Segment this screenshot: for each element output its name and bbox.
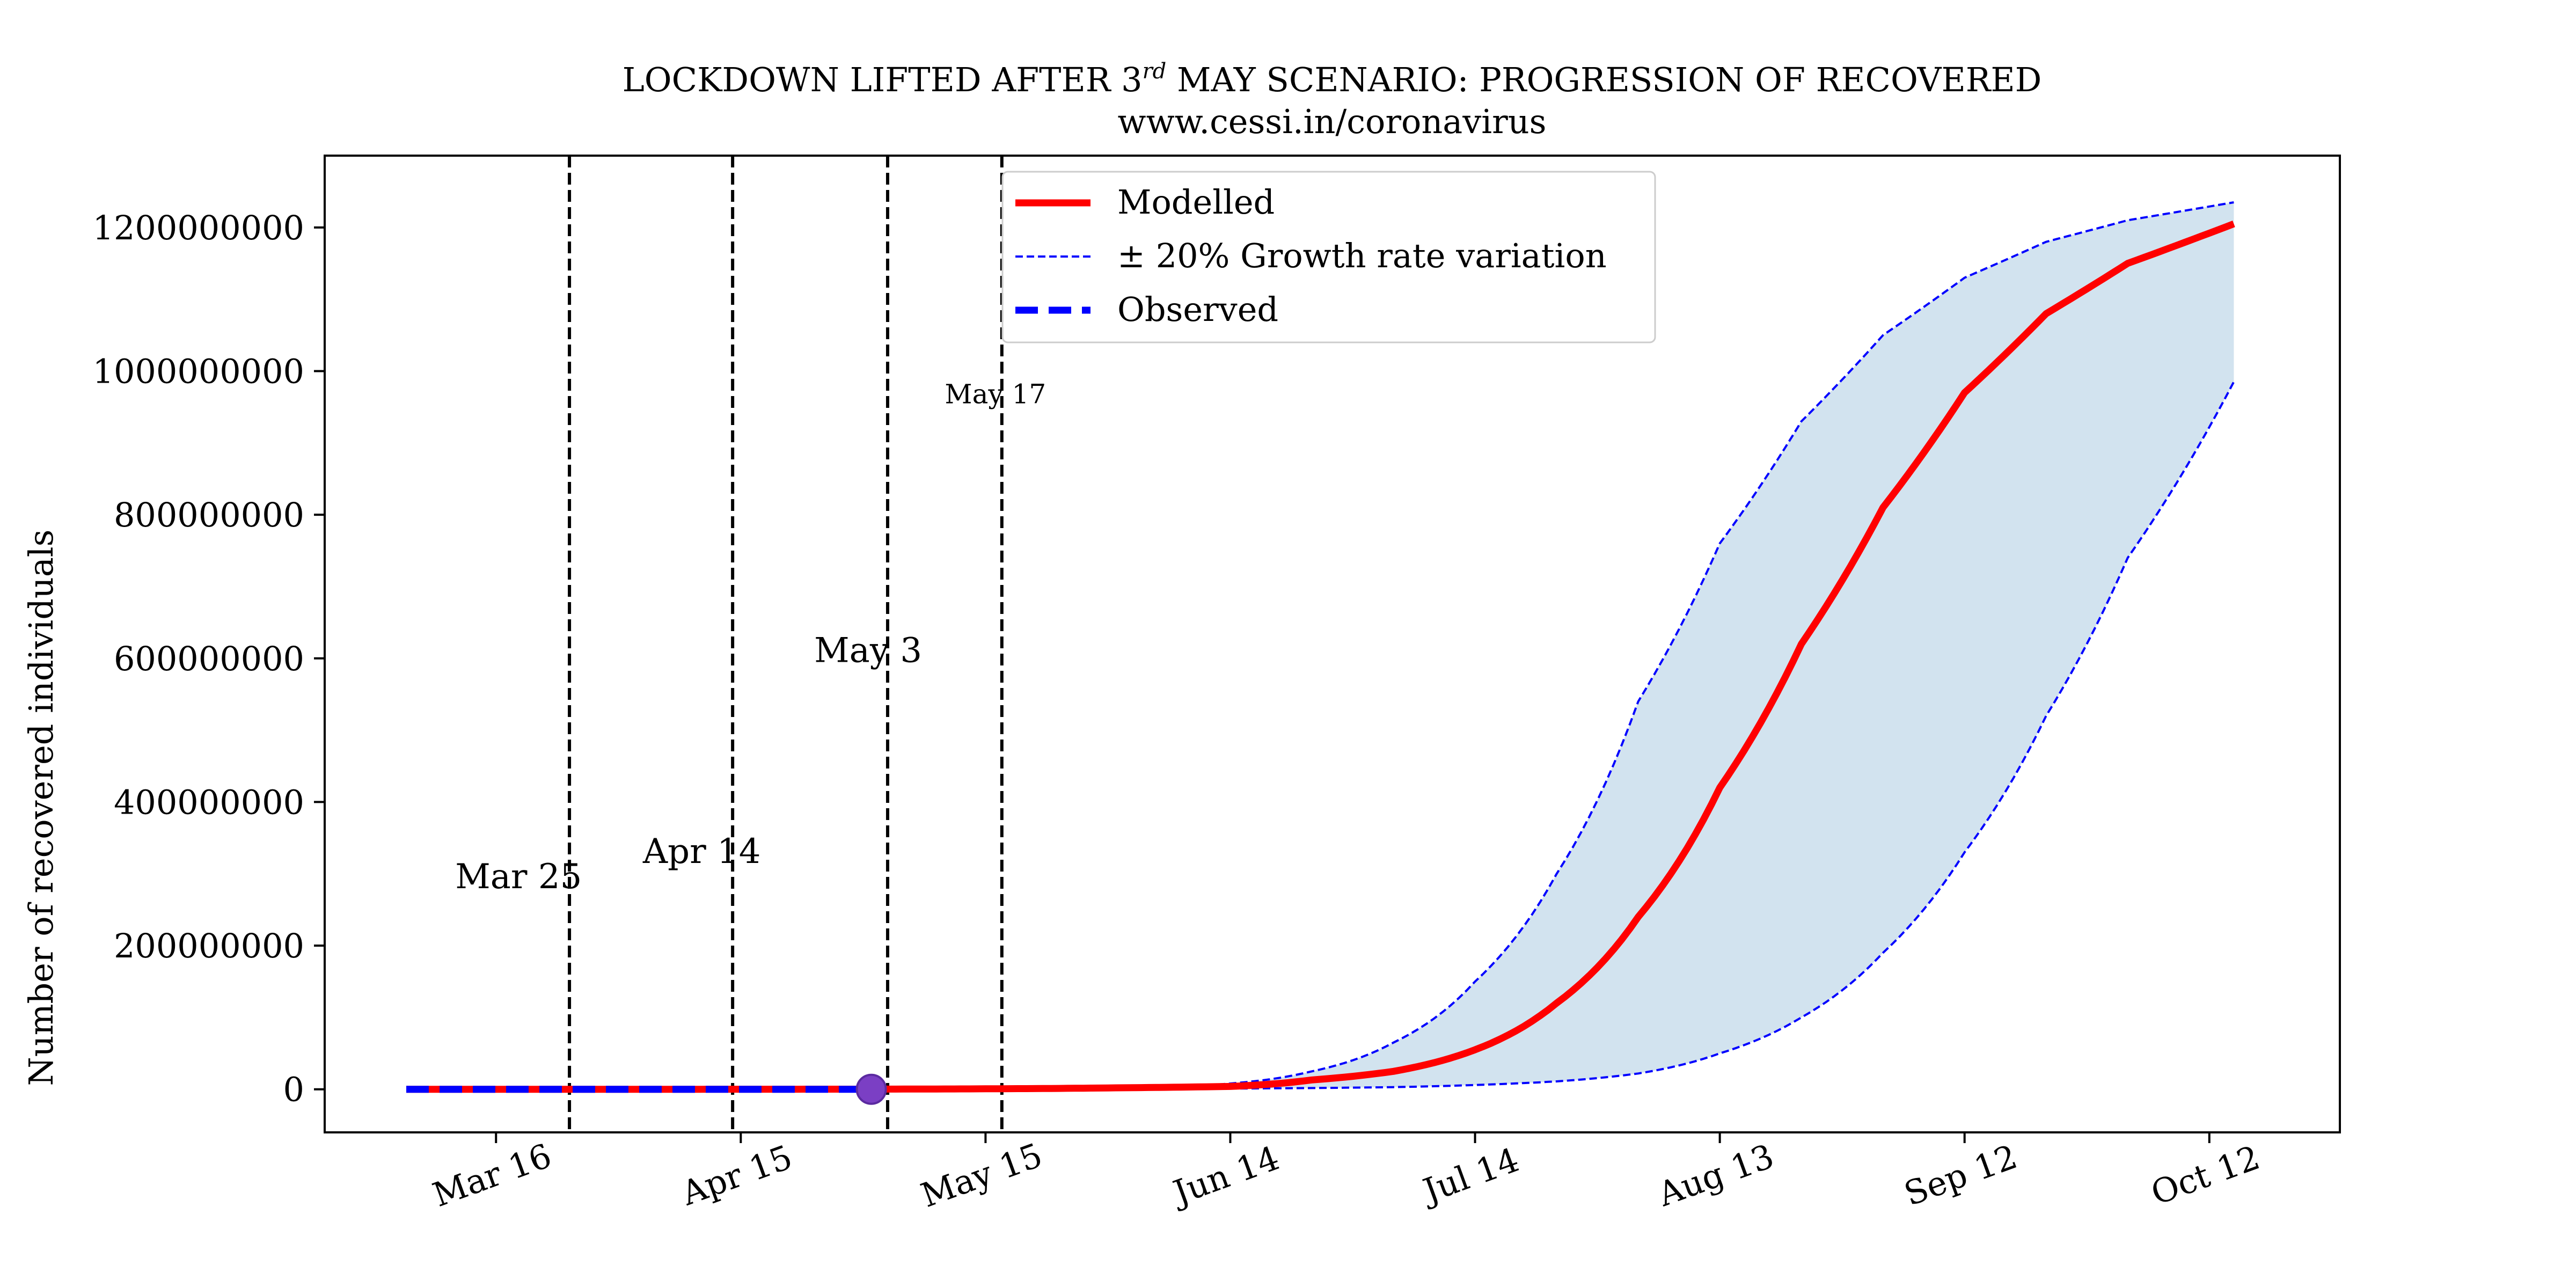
y-axis-label: Number of recovered individuals — [21, 530, 61, 1086]
y-tick-label-1: 200000000 — [114, 926, 304, 965]
event-label-0: Mar 25 — [455, 857, 582, 897]
current-day-marker — [855, 1073, 887, 1105]
x-tick-label-4: Jul 14 — [1415, 1140, 1524, 1211]
x-tick-label-1: Apr 15 — [676, 1137, 797, 1213]
chart-title: LOCKDOWN LIFTED AFTER 3rd MAY SCENARIO: … — [623, 59, 2042, 99]
x-axis: Mar 16 Apr 15 May 15 Jun 14 Jul 14 Aug 13 Sep … — [428, 1132, 2265, 1215]
y-tick-label-6: 1200000000 — [93, 208, 304, 247]
event-label-3: May 17 — [945, 379, 1046, 410]
y-tick-label-0: 0 — [283, 1070, 304, 1109]
legend-label-variation: ± 20% Growth rate variation — [1117, 236, 1607, 275]
x-tick-label-3: Jun 14 — [1165, 1138, 1284, 1213]
y-axis: 0 200000000 400000000 600000000 800000000 100… — [93, 208, 325, 1109]
plot-frame — [324, 155, 2341, 1133]
growth-variation-band — [406, 202, 2234, 1089]
event-label-2: May 3 — [814, 631, 922, 670]
x-tick-label-0: Mar 16 — [428, 1136, 557, 1214]
x-tick-label-6: Sep 12 — [1899, 1137, 2022, 1213]
y-tick-label-4: 800000000 — [114, 495, 304, 535]
y-tick-label-5: 1000000000 — [93, 352, 304, 391]
x-tick-label-7: Oct 12 — [2146, 1138, 2265, 1213]
chart-subtitle: www.cessi.in/coronavirus — [1118, 102, 1547, 141]
x-tick-label-2: May 15 — [916, 1135, 1048, 1215]
x-tick-label-5: Aug 13 — [1652, 1136, 1779, 1214]
legend-label-modelled: Modelled — [1117, 182, 1275, 222]
event-label-1: Apr 14 — [642, 832, 761, 872]
legend-label-observed: Observed — [1117, 290, 1278, 329]
legend: Modelled ± 20% Growth rate variation Obs… — [1001, 171, 1656, 343]
y-tick-label-2: 400000000 — [114, 782, 304, 822]
legend-frame — [1001, 171, 1656, 343]
y-tick-label-3: 600000000 — [114, 639, 304, 678]
